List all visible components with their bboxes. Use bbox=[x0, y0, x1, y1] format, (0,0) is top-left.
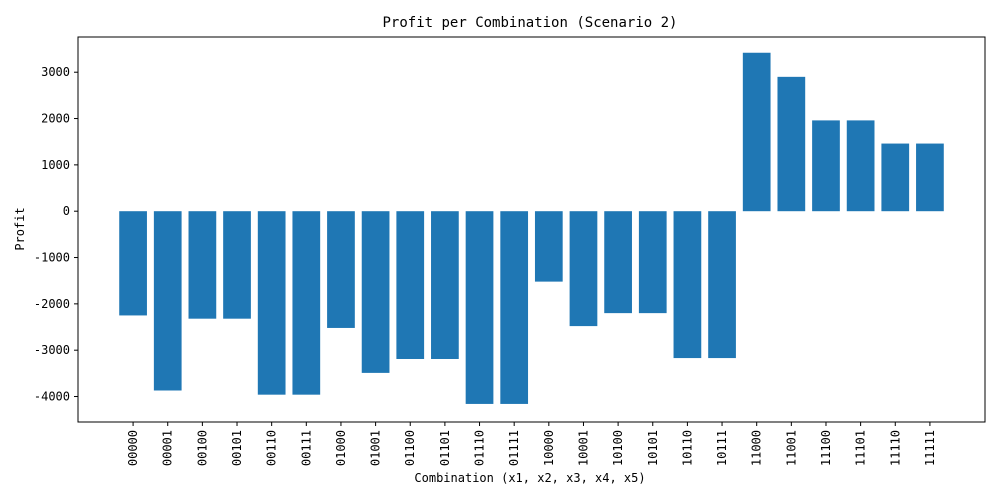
x-tick-label: 10101 bbox=[646, 430, 660, 466]
x-tick-label: 00100 bbox=[195, 430, 209, 466]
bar-10001 bbox=[569, 211, 598, 327]
bar-01000 bbox=[327, 211, 355, 328]
bar-10111 bbox=[708, 211, 736, 359]
bar-01110 bbox=[465, 211, 494, 404]
x-axis-ticks: 00000 00001 00100 00101 00110 00111 01000 01001… bbox=[126, 422, 937, 466]
bar-01101 bbox=[431, 211, 459, 359]
y-tick-label: 3000 bbox=[41, 65, 70, 79]
bar-11100 bbox=[812, 120, 840, 212]
y-tick-label: 0 bbox=[63, 204, 70, 218]
x-tick-label: 01101 bbox=[438, 430, 452, 466]
x-tick-label: 10000 bbox=[542, 430, 556, 466]
bar-00100 bbox=[188, 211, 217, 319]
bar-00000 bbox=[119, 211, 147, 316]
bar-11101 bbox=[846, 120, 875, 212]
bar-11001 bbox=[777, 76, 806, 212]
x-tick-label: 11110 bbox=[888, 430, 902, 466]
x-tick-label: 11100 bbox=[819, 430, 833, 466]
bar-10101 bbox=[638, 211, 667, 314]
y-tick-label: 1000 bbox=[41, 158, 70, 172]
x-tick-label: 10100 bbox=[611, 430, 625, 466]
bar-10000 bbox=[534, 211, 563, 282]
bar-00101 bbox=[223, 211, 251, 319]
bar-11110 bbox=[881, 143, 910, 212]
bar-11000 bbox=[742, 52, 771, 212]
x-tick-label: 01001 bbox=[369, 430, 383, 466]
x-tick-label: 11111 bbox=[923, 430, 937, 466]
y-tick-label: -2000 bbox=[34, 297, 70, 311]
x-tick-label: 01100 bbox=[403, 430, 417, 466]
bar-10100 bbox=[604, 211, 632, 314]
x-tick-label: 00101 bbox=[230, 430, 244, 466]
bar-11111 bbox=[916, 143, 944, 212]
y-tick-label: 2000 bbox=[41, 112, 70, 126]
x-tick-label: 00001 bbox=[161, 430, 175, 466]
chart-title: Profit per Combination (Scenario 2) bbox=[382, 15, 677, 31]
x-tick-label: 01110 bbox=[473, 430, 487, 466]
bar-00001 bbox=[153, 211, 182, 391]
x-tick-label: 10110 bbox=[680, 430, 694, 466]
x-tick-label: 00110 bbox=[265, 430, 279, 466]
x-tick-label: 11101 bbox=[854, 430, 868, 466]
bar-01111 bbox=[500, 211, 529, 404]
bar-01001 bbox=[361, 211, 390, 373]
plot-frame bbox=[77, 36, 986, 423]
bar-10110 bbox=[673, 211, 702, 359]
x-tick-label: 01000 bbox=[334, 430, 348, 466]
bar-00111 bbox=[292, 211, 321, 395]
y-axis-label: Profit bbox=[13, 207, 27, 250]
x-axis-label: Combination (x1, x2, x3, x4, x5) bbox=[414, 471, 645, 485]
x-tick-label: 10001 bbox=[576, 430, 590, 466]
y-axis-ticks: -4000 -3000 -2000 -1000 0 1000 2000 3000 bbox=[34, 65, 78, 404]
x-tick-label: 01111 bbox=[507, 430, 521, 466]
y-tick-label: -3000 bbox=[34, 343, 70, 357]
x-tick-label: 11000 bbox=[750, 430, 764, 466]
bar-01100 bbox=[396, 211, 425, 359]
bar-00110 bbox=[257, 211, 286, 395]
x-tick-label: 11001 bbox=[784, 430, 798, 466]
x-tick-label: 00000 bbox=[126, 430, 140, 466]
y-tick-label: -4000 bbox=[34, 390, 70, 404]
y-tick-label: -1000 bbox=[34, 251, 70, 265]
x-tick-label: 00111 bbox=[299, 430, 313, 466]
bars-group bbox=[119, 52, 944, 404]
x-tick-label: 10111 bbox=[715, 430, 729, 466]
